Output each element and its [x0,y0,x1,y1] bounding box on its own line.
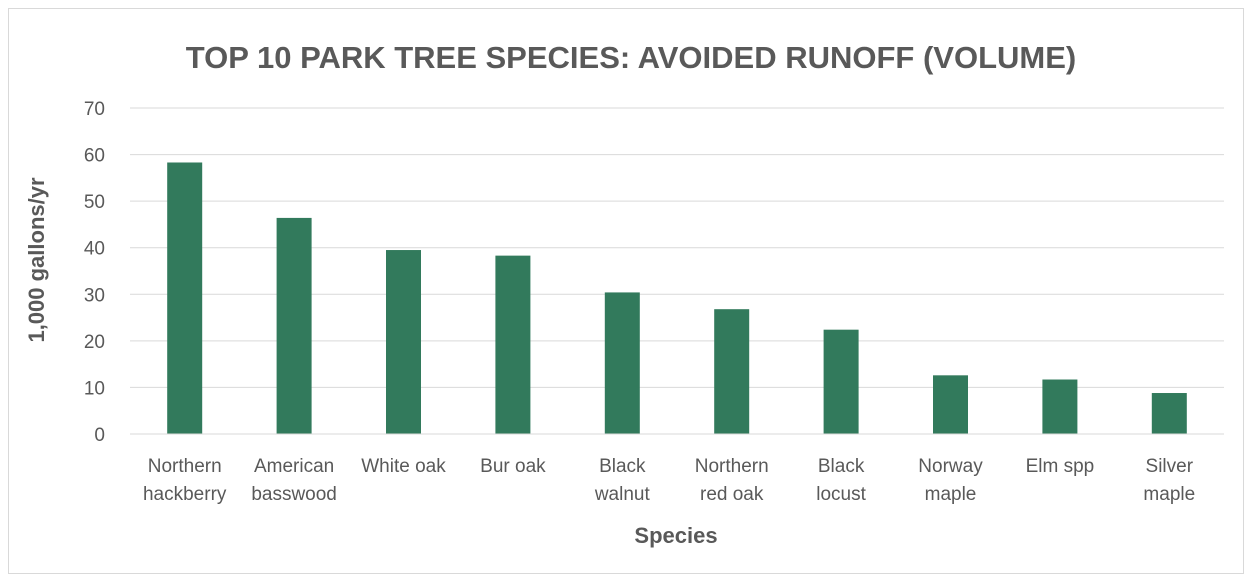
y-tick-label: 70 [84,99,105,120]
bar [386,250,421,434]
bars [167,162,1187,434]
y-tick-label: 40 [84,239,105,260]
bar [1151,393,1187,434]
x-tick-label: Bur oak [480,456,546,477]
x-axis-ticks: Northern hackberry American basswood White o… [143,456,1195,505]
bar [1042,379,1078,434]
x-axis-title: Species [634,523,717,548]
y-tick-label: 60 [84,146,105,167]
x-tick-label: Elm spp [1026,456,1095,477]
y-tick-label: 30 [84,285,105,306]
bar [495,255,531,434]
x-tick-label: Northern hackberry [143,456,227,505]
bar [276,217,312,434]
bar [823,329,859,434]
y-tick-label: 0 [94,425,105,446]
y-axis-ticks: 0 10 20 30 40 50 60 70 [84,99,105,446]
bar [604,292,640,434]
y-tick-label: 20 [84,332,105,353]
y-axis-title: 1,000 gallons/yr [24,177,49,343]
gridlines [130,107,1224,388]
x-tick-label: White oak [361,456,446,477]
x-tick-label: Northern red oak [695,456,769,505]
y-tick-label: 10 [84,378,105,399]
bar [933,375,968,434]
bar [167,162,203,434]
x-tick-label: Black locust [816,456,866,505]
x-tick-label: Norway maple [918,456,983,505]
x-tick-label: Black walnut [594,456,651,505]
x-tick-label: American basswood [251,456,337,505]
y-tick-label: 50 [84,192,105,213]
chart-frame [8,8,1244,574]
bar [714,309,750,434]
x-tick-label: Silver maple [1143,456,1195,505]
chart-title: TOP 10 PARK TREE SPECIES: AVOIDED RUNOFF… [186,40,1077,75]
